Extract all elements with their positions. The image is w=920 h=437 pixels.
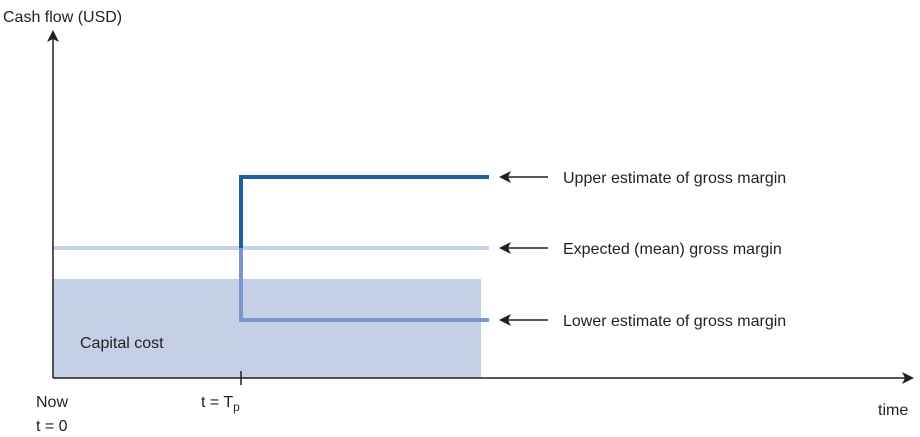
tp-label-main: t = T bbox=[201, 394, 233, 411]
y-axis-label: Cash flow (USD) bbox=[3, 9, 122, 26]
upper-annotation-text: Upper estimate of gross margin bbox=[563, 170, 786, 187]
tp-label: t = Tp bbox=[201, 394, 240, 414]
upper-margin-line bbox=[239, 175, 489, 248]
lower-annotation-text: Lower estimate of gross margin bbox=[563, 313, 786, 330]
t-zero-label: t = 0 bbox=[36, 418, 68, 435]
tp-label-subscript: p bbox=[233, 400, 240, 414]
now-label: Now bbox=[36, 394, 68, 411]
lower-margin-line bbox=[239, 248, 489, 322]
expected-annotation-text: Expected (mean) gross margin bbox=[563, 241, 782, 258]
x-axis-label: time bbox=[878, 402, 908, 419]
capital-cost-label: Capital cost bbox=[80, 335, 164, 352]
capital-cost-region bbox=[53, 279, 481, 378]
